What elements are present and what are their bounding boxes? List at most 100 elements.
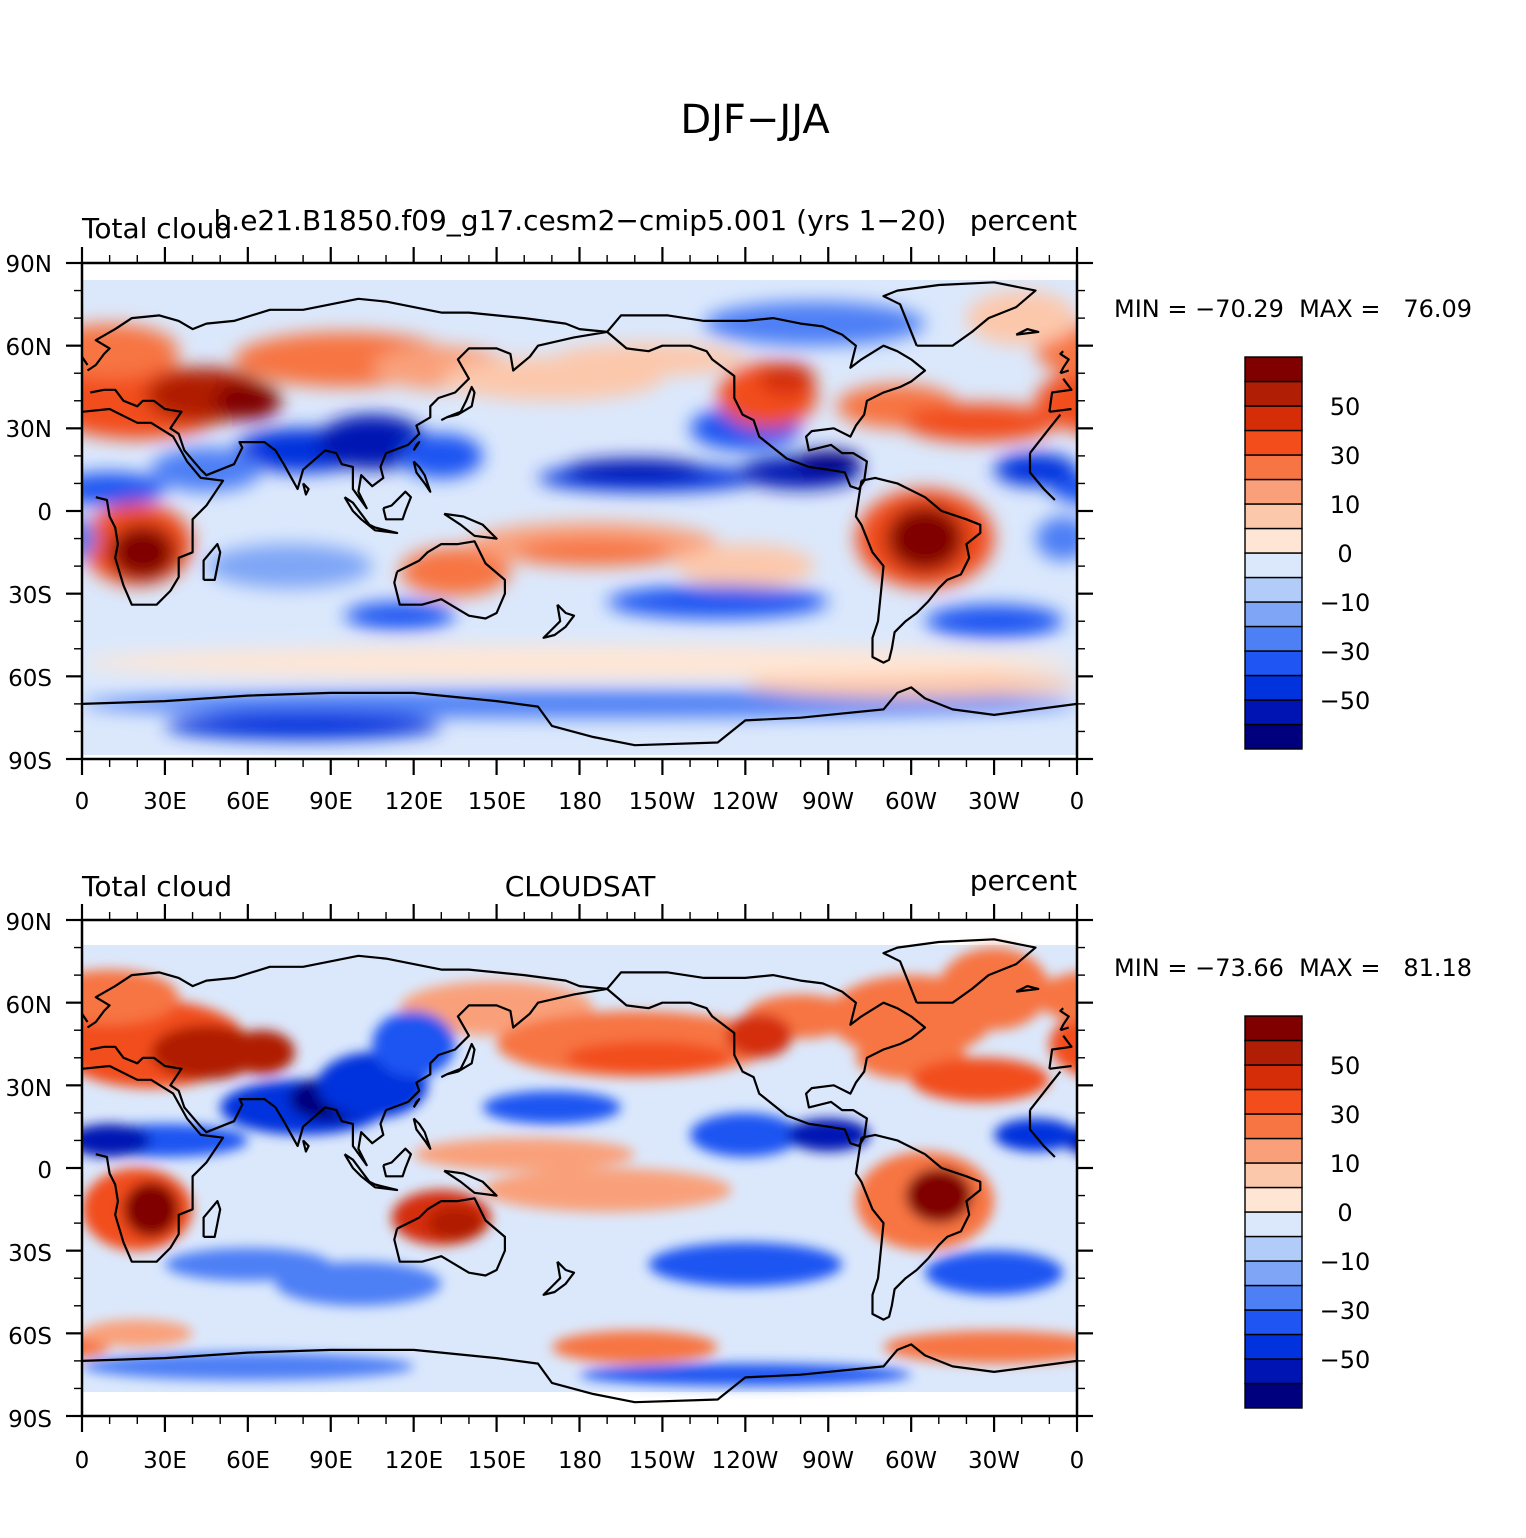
lon-tick-label: 90W [802, 789, 854, 815]
map-field [82, 920, 1077, 1416]
lat-tick-label: 90S [8, 749, 52, 775]
panel-observation: Total cloud CLOUDSAT percent 90N 60N 30N… [6, 864, 1473, 1474]
lat-tick-label: 60S [8, 1324, 52, 1350]
colorbar-label: 30 [1330, 1101, 1361, 1129]
coastlines [82, 281, 1077, 747]
map-frame [66, 247, 1093, 775]
colorbar-box [1244, 1358, 1303, 1385]
lon-tick-label: 150E [468, 789, 526, 815]
lon-tick-label: 60W [885, 789, 937, 815]
lat-tick-label: 60N [6, 335, 52, 361]
colorbar-box [1244, 601, 1303, 628]
colorbar-box [1244, 723, 1303, 750]
lon-tick-label: 30E [143, 789, 187, 815]
lon-tick-label: 120E [385, 1448, 443, 1474]
lon-tick-labels: 0 30E 60E 90E 120E 150E 180 150W 120W 90… [75, 789, 1085, 815]
lat-tick-label: 30N [6, 417, 52, 443]
colorbar-label: 30 [1330, 442, 1361, 470]
panel-model: Total cloud b.e21.B1850.f09_g17.cesm2−cm… [6, 204, 1473, 815]
colorbar-box [1244, 1113, 1303, 1140]
colorbar-box [1244, 625, 1303, 652]
lon-tick-label: 30W [968, 1448, 1020, 1474]
colorbar-box [1244, 1235, 1303, 1262]
panel-units-label: percent [970, 204, 1077, 237]
colorbar-box [1244, 380, 1303, 407]
colorbar-box [1244, 356, 1303, 383]
panel-left-label: Total cloud [81, 212, 232, 245]
colorbar-box [1244, 405, 1303, 432]
colorbar-label: 10 [1330, 1150, 1361, 1178]
lat-tick-label: 90S [8, 1407, 52, 1433]
colorbar-label: −30 [1320, 638, 1371, 666]
colorbar-label: −10 [1320, 1248, 1371, 1276]
colorbar-box [1244, 1284, 1303, 1311]
lon-tick-labels: 0 30E 60E 90E 120E 150E 180 150W 120W 90… [75, 1448, 1085, 1474]
lat-tick-label: 30S [8, 583, 52, 609]
lat-tick-label: 0 [37, 1158, 52, 1184]
colorbar-label: 50 [1330, 1052, 1361, 1080]
lat-tick-label: 90N [6, 252, 52, 278]
lat-tick-label: 0 [37, 500, 52, 526]
colorbar-label: 0 [1337, 540, 1352, 568]
colorbar-box [1244, 699, 1303, 726]
lon-tick-label: 180 [558, 1448, 602, 1474]
lat-tick-label: 90N [6, 910, 52, 936]
colorbar-box [1244, 1309, 1303, 1336]
colorbar-box [1244, 650, 1303, 677]
coastlines [82, 938, 1077, 1404]
lon-tick-label: 120W [712, 1448, 779, 1474]
colorbar-box [1244, 478, 1303, 505]
colorbar-label: −30 [1320, 1297, 1371, 1325]
colorbar: 50 30 10 0 −10 −30 −50 [1244, 1015, 1371, 1409]
colorbar-label: −50 [1320, 1346, 1371, 1374]
lon-tick-label: 90E [309, 1448, 353, 1474]
lat-tick-label: 60S [8, 666, 52, 692]
min-max-stats: MIN = −70.29 MAX = 76.09 [1114, 295, 1472, 323]
lat-tick-labels: 90N 60N 30N 0 30S 60S 90S [6, 252, 52, 775]
colorbar-box [1244, 1064, 1303, 1091]
colorbar-label: 0 [1337, 1199, 1352, 1227]
colorbar-box [1244, 1382, 1303, 1409]
colorbar-box [1244, 503, 1303, 530]
panel-units-label: percent [970, 864, 1077, 897]
panel-center-label: CLOUDSAT [505, 870, 657, 903]
map-frame [66, 904, 1093, 1432]
colorbar-box [1244, 1088, 1303, 1115]
lat-tick-label: 30N [6, 1076, 52, 1102]
lon-tick-label: 150W [629, 1448, 696, 1474]
colorbar-label: 50 [1330, 393, 1361, 421]
panel-left-label: Total cloud [81, 870, 232, 903]
lon-tick-label: 0 [1070, 1448, 1085, 1474]
lon-tick-label: 30E [143, 1448, 187, 1474]
lat-tick-label: 30S [8, 1241, 52, 1267]
lon-tick-label: 90E [309, 789, 353, 815]
lon-tick-label: 180 [558, 789, 602, 815]
lon-tick-label: 60E [226, 789, 270, 815]
colorbar-box [1244, 1260, 1303, 1287]
colorbar-label: −50 [1320, 687, 1371, 715]
map-field [82, 263, 1077, 759]
lon-tick-label: 120E [385, 789, 443, 815]
lon-tick-label: 60E [226, 1448, 270, 1474]
colorbar: 50 30 10 0 −10 −30 −50 [1244, 356, 1371, 750]
colorbar-label: 10 [1330, 491, 1361, 519]
lon-tick-label: 60W [885, 1448, 937, 1474]
panel-center-label: b.e21.B1850.f09_g17.cesm2−cmip5.001 (yrs… [214, 204, 947, 237]
lon-tick-label: 90W [802, 1448, 854, 1474]
lat-tick-labels: 90N 60N 30N 0 30S 60S 90S [6, 910, 52, 1433]
colorbar-box [1244, 576, 1303, 603]
lon-tick-label: 120W [712, 789, 779, 815]
colorbar-box [1244, 1015, 1303, 1042]
colorbar-box [1244, 527, 1303, 554]
lon-tick-label: 150W [629, 789, 696, 815]
colorbar-box [1244, 1211, 1303, 1238]
figure-title: DJF−JJA [680, 97, 830, 143]
colorbar-box [1244, 1333, 1303, 1360]
colorbar-box [1244, 429, 1303, 456]
colorbar-box [1244, 552, 1303, 579]
colorbar-box [1244, 1039, 1303, 1066]
lon-tick-label: 30W [968, 789, 1020, 815]
colorbar-box [1244, 1137, 1303, 1164]
lon-tick-label: 150E [468, 1448, 526, 1474]
